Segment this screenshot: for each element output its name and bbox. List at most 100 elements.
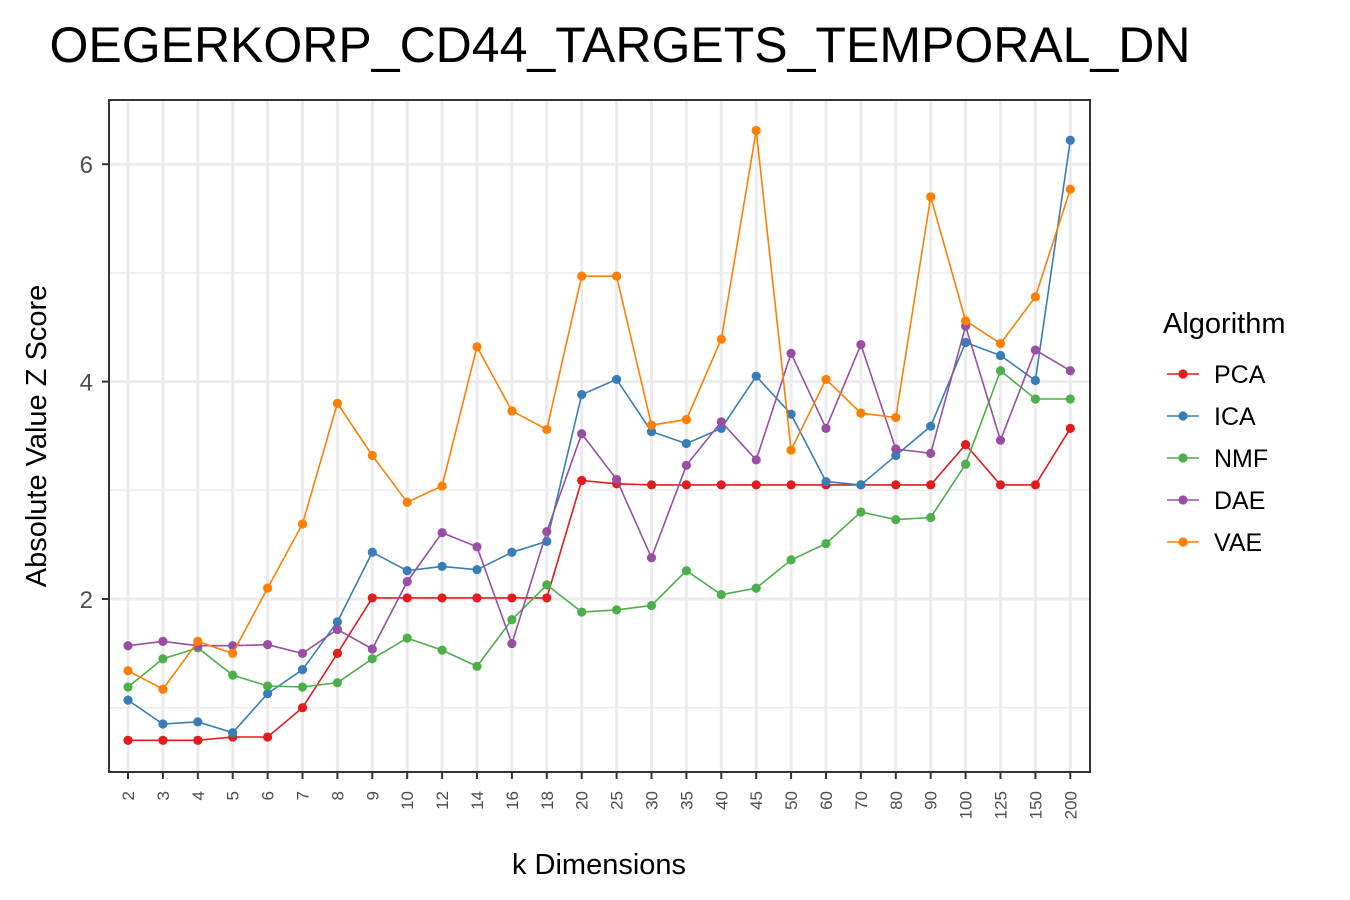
x-tick-label: 40 [712, 791, 731, 810]
x-axis: 2 3 4 5 6 7 8 9 10 12 14 16 18 20 25 30 35 40 45 50 60 70 80 90… [119, 772, 1080, 819]
data-point [646, 480, 657, 490]
x-tick-label: 18 [538, 791, 557, 810]
data-point [402, 593, 412, 603]
x-tick-label: 60 [817, 791, 836, 810]
data-point [995, 435, 1006, 445]
data-point [437, 645, 447, 655]
y-axis-title: Absolute Value Z Score [21, 285, 53, 588]
data-point [681, 415, 692, 425]
data-point [228, 648, 238, 658]
x-tick-label: 3 [154, 791, 173, 800]
data-point [437, 561, 447, 571]
series-line [127, 323, 1071, 655]
data-point [821, 477, 831, 487]
data-point [123, 666, 133, 676]
data-point [821, 538, 831, 549]
data-point [332, 398, 342, 408]
x-tick-label: 25 [608, 791, 627, 810]
data-point [681, 460, 692, 470]
data-point [1065, 184, 1075, 194]
legend-key-point [1178, 453, 1188, 463]
data-point [751, 455, 761, 465]
data-point [123, 735, 133, 745]
data-point [1065, 423, 1075, 433]
data-point [577, 475, 587, 486]
data-point [786, 445, 796, 455]
legend-label: PCA [1214, 361, 1266, 389]
data-point [716, 417, 726, 427]
data-point [507, 547, 517, 557]
data-point [507, 615, 517, 625]
data-point [612, 474, 622, 485]
data-point [472, 342, 482, 352]
data-point [577, 271, 587, 281]
x-tick-label: 70 [852, 791, 871, 810]
series-line [127, 140, 1072, 734]
data-point [193, 636, 203, 646]
data-point [402, 633, 412, 643]
legend-label: VAE [1214, 529, 1262, 557]
data-point [1065, 394, 1075, 404]
x-tick-label: 150 [1026, 791, 1045, 819]
data-point [577, 429, 587, 439]
data-point [402, 497, 412, 507]
y-axis: 2 4 6 [80, 152, 109, 614]
data-point [367, 654, 377, 664]
legend-key-point [1178, 537, 1188, 547]
data-point [1030, 345, 1040, 355]
series-line [127, 369, 1071, 688]
data-point [263, 688, 273, 699]
data-point [263, 640, 273, 650]
data-point [821, 423, 831, 433]
data-point [891, 515, 901, 525]
data-point [542, 527, 552, 537]
data-point [1030, 375, 1040, 386]
data-point [716, 590, 726, 600]
legend-item-ica: ICA [1167, 403, 1256, 431]
data-point [995, 338, 1006, 349]
data-point [437, 593, 447, 603]
data-point [542, 424, 552, 435]
legend-key-point [1178, 369, 1188, 379]
data-point [263, 583, 273, 593]
data-point [856, 507, 866, 517]
series-pca [123, 423, 1075, 745]
legend-item-dae: DAE [1167, 487, 1265, 515]
x-tick-label: 6 [259, 791, 278, 800]
x-tick-label: 5 [224, 791, 243, 800]
data-point [367, 547, 377, 557]
series-ica [123, 135, 1075, 738]
data-point [786, 480, 796, 490]
data-point [402, 566, 412, 576]
data-point [1065, 366, 1075, 376]
data-point [856, 340, 866, 350]
data-point [472, 661, 482, 671]
legend-title: Algorithm [1163, 308, 1286, 340]
y-tick-label: 2 [80, 587, 93, 614]
grid [109, 100, 1090, 772]
data-point [891, 450, 901, 461]
data-point [297, 682, 308, 692]
data-point [681, 438, 692, 449]
data-point [123, 641, 133, 651]
series-line [128, 427, 1071, 742]
series-dae [123, 321, 1075, 658]
data-point [891, 444, 901, 454]
data-point [158, 684, 168, 694]
x-tick-label: 90 [922, 791, 941, 810]
legend-key-point [1178, 495, 1188, 505]
data-point [158, 719, 168, 729]
data-point [856, 408, 866, 418]
y-tick-label: 6 [80, 152, 93, 179]
data-point [926, 192, 936, 202]
data-point [891, 480, 901, 490]
data-point [961, 440, 971, 450]
data-point [1065, 135, 1075, 145]
data-point [472, 565, 482, 575]
data-point [612, 271, 622, 281]
legend: Algorithm PCA ICA NMF DAE VAE [1163, 308, 1286, 557]
series-nmf [123, 366, 1075, 692]
x-tick-label: 80 [887, 791, 906, 810]
x-tick-label: 8 [328, 791, 347, 800]
data-point [507, 593, 517, 603]
